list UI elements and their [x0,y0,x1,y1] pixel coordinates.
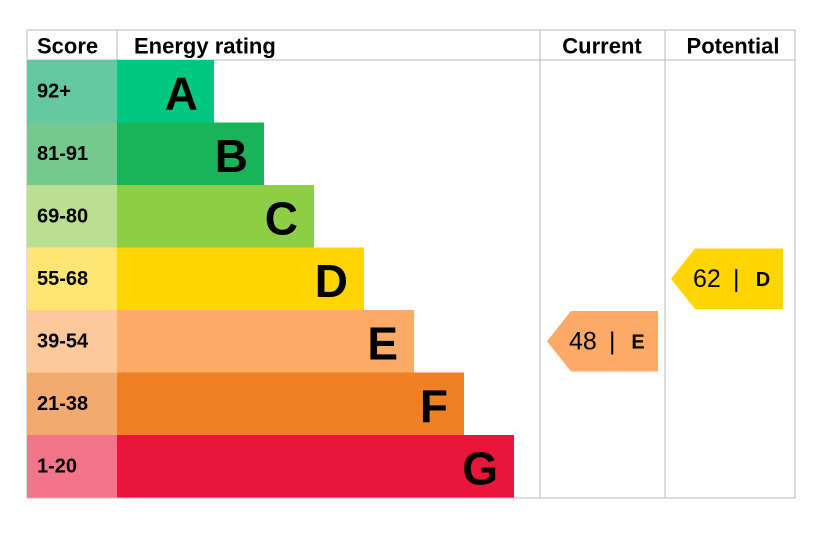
score-label: 21-38 [37,393,88,415]
band-letter: F [420,380,448,432]
score-cell [27,435,117,498]
score-cell [27,310,117,373]
score-cell [27,372,117,435]
rating-bar [117,122,264,185]
score-label: 69-80 [37,205,88,227]
current-value: 48 [569,327,597,355]
potential-arrow [671,248,783,309]
band-letter: A [165,67,198,119]
rating-bar [117,185,314,248]
current-arrow [547,311,658,372]
band-letter: C [265,192,298,244]
header-current: Current [562,34,642,59]
score-cell [27,185,117,248]
current-separator: | [609,327,616,355]
score-label: 39-54 [37,330,89,352]
potential-separator: | [733,265,740,293]
band-letter: G [462,442,498,494]
potential-value: 62 [693,265,721,293]
band-letter: D [315,255,348,307]
score-cell [27,122,117,185]
header-score: Score [37,34,98,59]
score-cell [27,247,117,310]
rating-bar [117,435,514,498]
current-band: E [631,331,644,353]
rating-bar [117,60,214,123]
score-label: 55-68 [37,268,88,290]
score-cell [27,60,117,123]
rating-bar [117,247,364,310]
header-rating: Energy rating [134,34,276,59]
header-potential: Potential [687,34,780,59]
rating-bar [117,310,414,373]
potential-band: D [756,269,770,291]
score-label: 1-20 [37,455,77,477]
score-label: 92+ [37,80,71,102]
score-label: 81-91 [37,143,88,165]
band-letter: B [215,130,248,182]
band-letter: E [367,317,398,369]
rating-bar [117,372,464,435]
